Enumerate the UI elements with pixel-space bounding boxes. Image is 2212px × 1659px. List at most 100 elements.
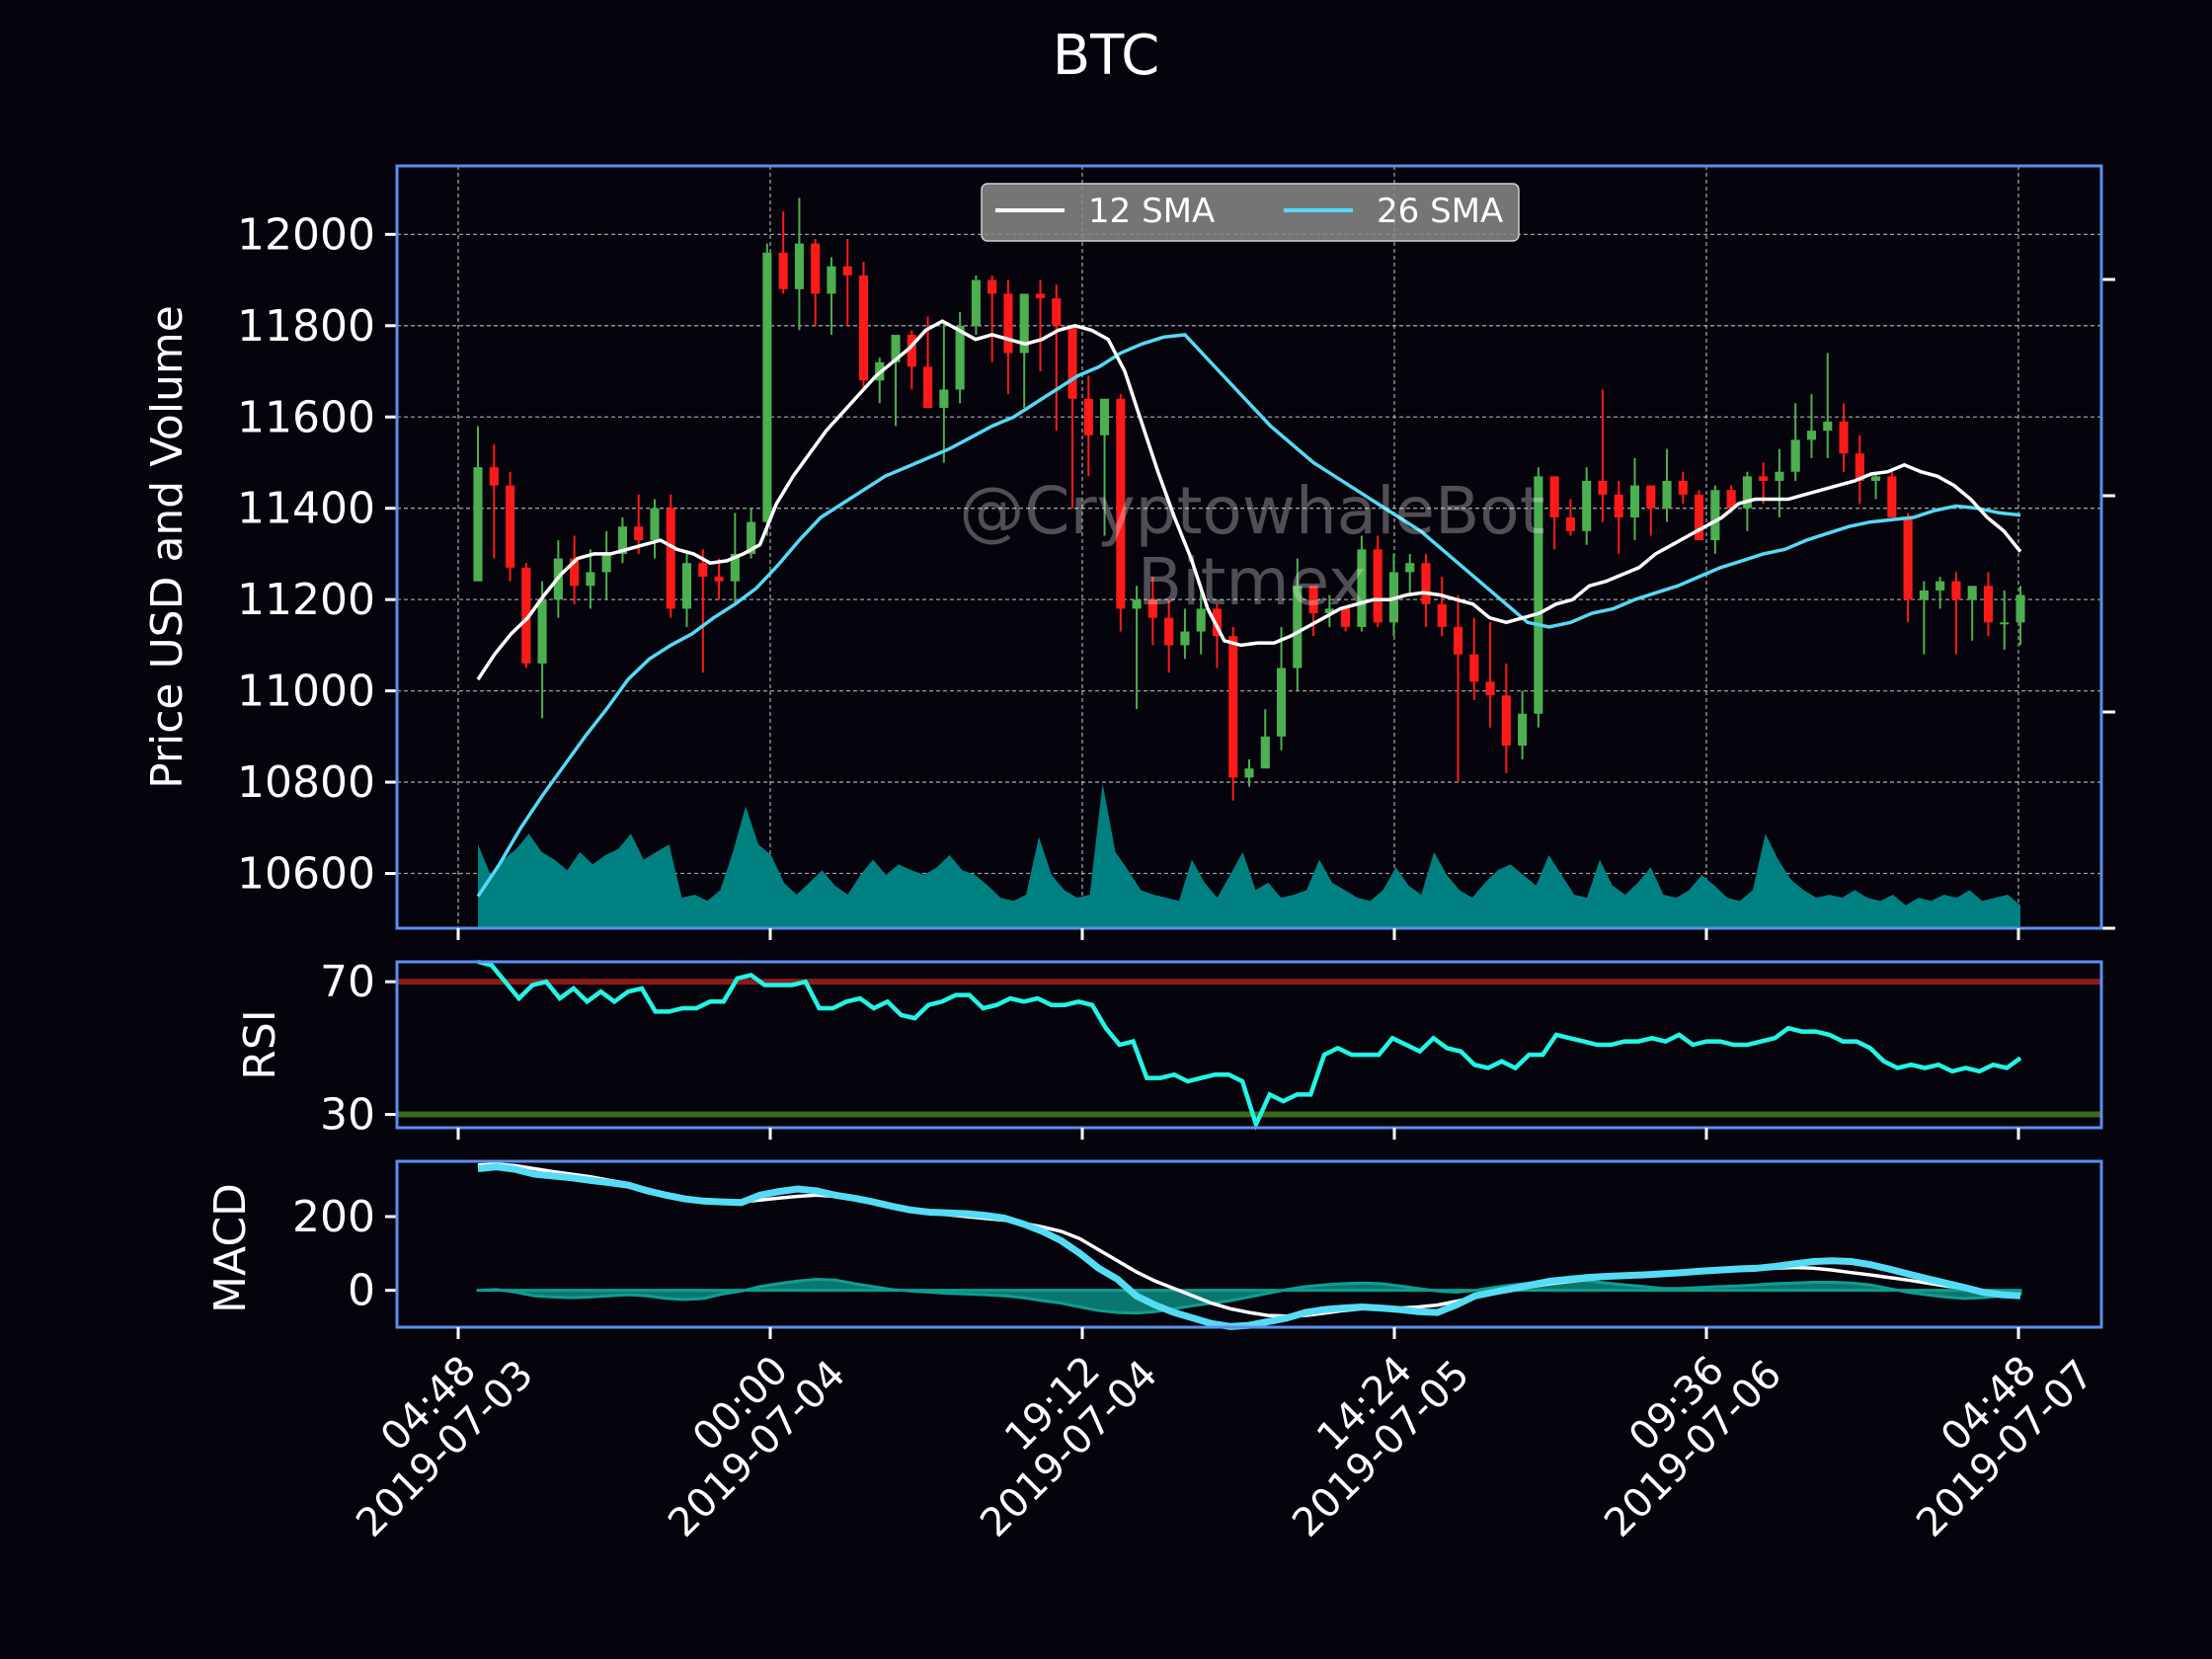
candle-body [1212, 608, 1223, 637]
candle [1534, 467, 1543, 728]
price-panel: @CryptowhaleBot Bitmex 10600 10800 11000 11… [142, 164, 2115, 930]
candle-body [650, 508, 660, 541]
candle-body [747, 521, 756, 554]
candle-body [1839, 421, 1849, 454]
candle [1695, 490, 1704, 541]
price-y-tick-label: 11600 [237, 392, 375, 442]
candle-body [1147, 599, 1157, 618]
candle-body [1646, 485, 1656, 509]
macd-y-tick-label: 200 [292, 1192, 375, 1242]
rsi-line [477, 959, 2022, 1131]
candle-body [923, 366, 933, 409]
candle-body [1196, 608, 1206, 632]
candle [1614, 480, 1623, 554]
candle [1549, 476, 1559, 550]
candle-body [794, 243, 804, 289]
candle [1678, 471, 1688, 505]
candle [1228, 626, 1238, 801]
candle-body [714, 577, 724, 582]
candle [714, 558, 724, 600]
candle-body [1485, 681, 1495, 696]
candle [1983, 572, 1994, 637]
candle-body [1582, 480, 1592, 531]
price-y-tick-label: 10600 [237, 849, 375, 900]
chart-title: BTC [1053, 24, 1159, 88]
candle-body [1228, 636, 1238, 778]
candle [827, 257, 836, 336]
legend-sma26-label: 26 SMA [1377, 192, 1503, 231]
candle-body [1695, 494, 1704, 541]
macd-histogram [476, 1277, 2022, 1315]
candle [1485, 622, 1495, 728]
candle-body [939, 389, 949, 409]
candle-body [2015, 594, 2025, 623]
candle [1823, 353, 1833, 458]
legend-box [981, 183, 1520, 242]
candle-body [1357, 549, 1367, 627]
candle-body [586, 572, 595, 587]
candle [1437, 577, 1447, 637]
candle [1598, 389, 1608, 522]
candle [858, 262, 869, 390]
candle [939, 321, 949, 463]
candle-body [1469, 654, 1479, 682]
candle-body [473, 467, 483, 582]
candle [1806, 394, 1817, 458]
candle [1662, 448, 1672, 522]
candle [1759, 462, 1769, 505]
candle [1357, 535, 1367, 632]
candle-body [601, 553, 611, 573]
candle-body [1951, 581, 1961, 600]
candle-body [827, 266, 836, 294]
candle [1421, 553, 1431, 627]
candle-body [1067, 325, 1077, 399]
candle-body [1453, 626, 1463, 655]
candle [1501, 663, 1511, 773]
candle [971, 275, 981, 336]
rsi-y-tick-label: 30 [320, 1090, 375, 1141]
candle [1067, 325, 1077, 509]
candle-body [489, 467, 499, 486]
candle [1116, 394, 1126, 632]
candle-body [1598, 480, 1608, 495]
candle-body [1180, 631, 1190, 646]
candle [1775, 448, 1784, 517]
sma26-line [476, 333, 2021, 898]
candle [1052, 284, 1062, 432]
candle [1469, 617, 1479, 700]
candle [1180, 608, 1190, 660]
candle-body [1967, 586, 1977, 600]
candle-body [1116, 398, 1126, 609]
candle-body [811, 243, 821, 294]
price-y-ticks: 10600 10800 11000 11200 11400 11600 11800 12000 [237, 209, 397, 900]
candle [521, 563, 531, 669]
candle-body [1983, 586, 1994, 623]
price-panel-frame [395, 164, 2103, 930]
legend: 12 SMA 26 SMA [981, 183, 1520, 242]
candle-body [971, 279, 981, 326]
candle-body [1565, 516, 1575, 531]
candle-body [778, 252, 788, 289]
candle [955, 311, 965, 404]
candle [489, 443, 499, 559]
candle [1887, 471, 1897, 517]
candle-body [1276, 668, 1287, 737]
volume-axis-ticks [2101, 277, 2115, 930]
candle [617, 516, 627, 564]
candle-body [1759, 476, 1769, 481]
rsi-panel: 30 70 RSI [235, 957, 2103, 1141]
candle-body [1052, 298, 1062, 326]
candle-body [698, 563, 708, 578]
candle-body [842, 266, 852, 276]
candle-body [617, 526, 627, 554]
rsi-panel-frame [395, 960, 2103, 1130]
watermark-handle: @CryptowhaleBot [959, 473, 1544, 549]
candle-body [1100, 398, 1110, 435]
candle [1293, 558, 1303, 691]
candle [1276, 626, 1287, 750]
candle [1164, 599, 1174, 673]
candle [1518, 690, 1528, 759]
candle [1196, 590, 1206, 655]
volume-area [478, 783, 2020, 928]
